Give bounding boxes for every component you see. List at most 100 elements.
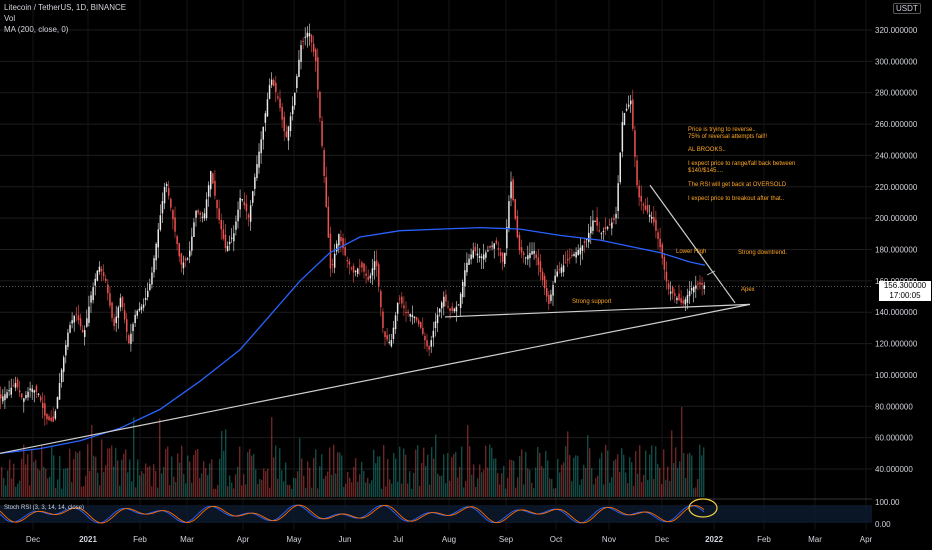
candle-body [306, 32, 309, 38]
volume-bar [539, 452, 541, 497]
volume-bar [163, 466, 165, 497]
volume-bar [695, 487, 697, 497]
volume-bar [141, 471, 143, 497]
volume-bar [431, 447, 433, 497]
volume-bar [313, 457, 315, 497]
candle-body [39, 396, 42, 401]
candle-body [107, 284, 109, 294]
candle-body [149, 283, 151, 291]
candle-body [151, 272, 153, 285]
candle-body [245, 203, 248, 212]
candle-body [159, 215, 162, 230]
volume-bar [203, 461, 205, 497]
candle-body [411, 314, 414, 317]
volume-bar [675, 447, 677, 497]
volume-bar [631, 462, 633, 497]
x-tick-label: Sep [499, 535, 514, 544]
candle-body [695, 285, 697, 289]
volume-bar [347, 471, 349, 497]
volume-bar [201, 473, 203, 497]
candle-body [369, 275, 372, 279]
candle-body [430, 340, 432, 347]
candle-body [212, 173, 214, 184]
candle-body [27, 391, 29, 398]
candle-body [678, 293, 680, 301]
volume-bar [475, 486, 477, 497]
candle-body [474, 246, 477, 252]
volume-bar [623, 454, 625, 497]
candle-body [243, 202, 246, 206]
candle-body [168, 187, 170, 196]
candle-body [483, 254, 485, 260]
candle-body [453, 308, 456, 312]
volume-bar [621, 448, 623, 497]
volume-bar [241, 485, 243, 497]
volume-bar [337, 452, 339, 497]
ma-legend: MA (200, close, 0) [4, 25, 69, 34]
volume-bar [57, 479, 59, 497]
y-tick-label: 240.000000 [875, 151, 918, 160]
volume-bar [415, 449, 417, 497]
volume-bar [387, 459, 389, 497]
volume-bar [469, 446, 471, 497]
volume-bar [591, 468, 593, 497]
volume-bar [85, 475, 87, 497]
candle-body [184, 258, 187, 261]
volume-bar [377, 456, 379, 497]
candle-body [287, 126, 290, 141]
volume-bar [393, 452, 395, 497]
candle-body [25, 394, 27, 399]
candle-body [648, 214, 651, 217]
volume-bar [269, 487, 271, 497]
volume-bar [133, 417, 135, 497]
candle-body [121, 296, 124, 308]
candle-body [312, 43, 315, 52]
candle-body [63, 357, 65, 372]
volume-bar [319, 466, 321, 497]
volume-bar [219, 458, 221, 497]
volume-bar [371, 480, 373, 497]
volume-bar [573, 457, 575, 497]
volume-bar [309, 467, 311, 497]
volume-bar [575, 455, 577, 497]
volume-bar [549, 478, 551, 497]
volume-bar [627, 482, 629, 497]
candle-body [102, 272, 105, 277]
volume-bar [559, 472, 561, 497]
candle-body [111, 302, 113, 318]
candle-body [378, 264, 380, 287]
candle-body [434, 321, 437, 329]
volume-bar [73, 459, 75, 497]
candle-body [653, 216, 655, 223]
volume-bar [189, 461, 191, 497]
y-tick-label: 40.000000 [875, 465, 913, 474]
y-tick-label: 120.000000 [875, 340, 918, 349]
volume-bar [53, 455, 55, 497]
volume-bar [223, 450, 225, 497]
volume-bar [119, 485, 121, 497]
candle-body [142, 304, 145, 308]
volume-bar [451, 457, 453, 497]
candle-body [476, 253, 479, 256]
candle-body [218, 208, 220, 220]
candle-body [254, 177, 256, 189]
x-tick-label: 2022 [705, 535, 723, 544]
volume-bar [543, 468, 545, 497]
volume-bar [99, 485, 101, 497]
annotation-text: Apex [741, 287, 755, 293]
volume-bar [399, 446, 401, 497]
candle-body [157, 229, 159, 248]
currency-badge[interactable]: USDT [893, 3, 921, 14]
candle-body [37, 393, 40, 395]
volume-bar [21, 458, 23, 497]
volume-bar [609, 482, 611, 497]
volume-bar [461, 446, 463, 497]
candle-body [560, 267, 563, 273]
candle-body [14, 383, 17, 388]
candle-body [233, 233, 235, 242]
candle-body [23, 398, 25, 402]
candle-body [596, 217, 598, 226]
candle-body [350, 267, 353, 269]
candle-body [602, 231, 605, 233]
